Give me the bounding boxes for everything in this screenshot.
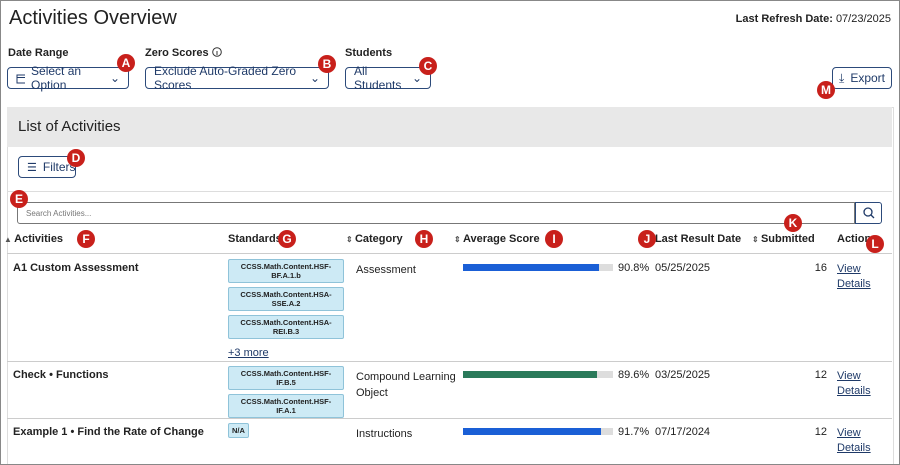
search-icon bbox=[863, 207, 875, 219]
category: Assessment bbox=[356, 264, 416, 276]
divider bbox=[7, 191, 892, 192]
column-title: Standards bbox=[228, 233, 282, 245]
callout: J bbox=[638, 230, 656, 248]
more-link[interactable]: +3 more bbox=[228, 347, 269, 359]
dropdown-value: All Students bbox=[354, 64, 402, 92]
result-date: 07/17/2024 bbox=[655, 426, 711, 438]
page-title: Activities Overview bbox=[9, 7, 177, 29]
column-header[interactable]: ▲ Activities bbox=[4, 233, 64, 245]
standards: CCSS.Math.Content.HSF-BF.A.1.b CCSS.Math.… bbox=[228, 259, 344, 359]
activity-name: A1 Custom Assessment bbox=[13, 262, 139, 274]
activity-name: Check • Functions bbox=[13, 369, 109, 381]
zero-dropdown[interactable]: Exclude Auto-Graded Zero Scores ⌄ bbox=[145, 64, 329, 92]
date-dropdown[interactable]: Select an Option ⌄ bbox=[7, 64, 129, 92]
column-header[interactable]: ⇕ Average Score bbox=[454, 233, 540, 245]
dropdown-value: Select an Option bbox=[31, 64, 82, 92]
score-label: 89.6% bbox=[618, 369, 650, 381]
panel bbox=[7, 107, 894, 464]
standards: CCSS.Math.Content.HSF-IF.B.5 CCSS.Math.Co… bbox=[228, 366, 344, 418]
callout: D bbox=[67, 149, 85, 167]
activity-name: Example 1 • Find the Rate of Change bbox=[13, 426, 204, 438]
score-bar bbox=[463, 264, 600, 271]
panel-title: List of Activities bbox=[18, 118, 121, 135]
divider bbox=[7, 253, 892, 254]
filter-label: Students bbox=[345, 47, 393, 59]
standard-badge: N/A bbox=[228, 423, 249, 438]
callout: M bbox=[817, 81, 835, 99]
column-header[interactable]: ⇕ Submitted bbox=[752, 233, 815, 245]
students-dropdown[interactable]: All Students ⌄ bbox=[345, 64, 431, 92]
filter-label: Zero Scores bbox=[145, 47, 222, 59]
filter-label: Date Range bbox=[8, 47, 69, 59]
result-date: 03/25/2025 bbox=[655, 369, 711, 381]
callout: A bbox=[117, 54, 135, 72]
callout: B bbox=[318, 55, 336, 73]
standard-badge: CCSS.Math.Content.HSA-SSE.A.2 bbox=[228, 287, 344, 311]
standard-badge: CCSS.Math.Content.HSF-IF.B.5 bbox=[228, 366, 344, 390]
export-label: Export bbox=[850, 71, 885, 85]
column-title: Last Result Date bbox=[654, 233, 742, 245]
category: Compound Learning Object bbox=[356, 371, 456, 399]
column-header: Standards bbox=[228, 233, 282, 245]
callout: I bbox=[545, 230, 563, 248]
callout: K bbox=[784, 214, 802, 232]
search-input[interactable]: Search Activities... bbox=[17, 202, 855, 224]
filter-label-text: Zero Scores bbox=[145, 47, 209, 59]
column-title: Submitted bbox=[760, 233, 815, 245]
divider bbox=[7, 361, 892, 362]
callout: E bbox=[10, 190, 28, 208]
search-button[interactable] bbox=[855, 202, 882, 224]
column-title: Category bbox=[354, 233, 403, 245]
export-button[interactable]: ⤓ Export bbox=[832, 67, 892, 89]
callout: F bbox=[77, 230, 95, 248]
panel-header bbox=[7, 107, 892, 147]
standards: N/A bbox=[228, 423, 249, 438]
submitted: 16 bbox=[814, 262, 827, 274]
column-header: Action bbox=[837, 233, 871, 245]
category: Instructions bbox=[356, 428, 413, 440]
column-header[interactable]: ⇕ Last Result Date bbox=[646, 233, 741, 245]
standard-badge: CCSS.Math.Content.HSF-IF.A.1 bbox=[228, 394, 344, 418]
filters-label: Filters bbox=[42, 160, 76, 174]
callout: C bbox=[419, 57, 437, 75]
column-title: Activities bbox=[14, 233, 64, 245]
refresh: Last Refresh Date: 07/23/2025 bbox=[736, 13, 891, 25]
divider bbox=[7, 418, 892, 419]
score-bar bbox=[463, 371, 598, 378]
score-bar bbox=[463, 428, 601, 435]
refresh-date: 07/23/2025 bbox=[835, 13, 891, 25]
info-icon bbox=[211, 47, 222, 57]
column-title: Average Score bbox=[462, 233, 540, 245]
filters-button[interactable]: ☰ Filters bbox=[18, 156, 76, 178]
submitted: 12 bbox=[814, 369, 827, 381]
callout: H bbox=[415, 230, 433, 248]
view-details[interactable]: View Details bbox=[837, 370, 871, 397]
refresh-label: Last Refresh Date: bbox=[735, 13, 833, 25]
view-details[interactable]: View Details bbox=[837, 263, 871, 290]
column-header[interactable]: ⇕ Category bbox=[346, 233, 403, 245]
view-details[interactable]: View Details bbox=[837, 427, 871, 454]
column-title: Action bbox=[837, 233, 872, 245]
score-label: 90.8% bbox=[618, 262, 650, 274]
callout: L bbox=[866, 235, 884, 253]
dropdown-value: Exclude Auto-Graded Zero Scores bbox=[154, 64, 297, 92]
calendar-icon bbox=[16, 74, 26, 83]
standard-badge: CCSS.Math.Content.HSA-REI.B.3 bbox=[228, 315, 344, 339]
callout: G bbox=[278, 230, 296, 248]
score-label: 91.7% bbox=[618, 426, 650, 438]
result-date: 05/25/2025 bbox=[655, 262, 711, 274]
standard-badge: CCSS.Math.Content.HSF-BF.A.1.b bbox=[228, 259, 344, 283]
submitted: 12 bbox=[814, 426, 827, 438]
